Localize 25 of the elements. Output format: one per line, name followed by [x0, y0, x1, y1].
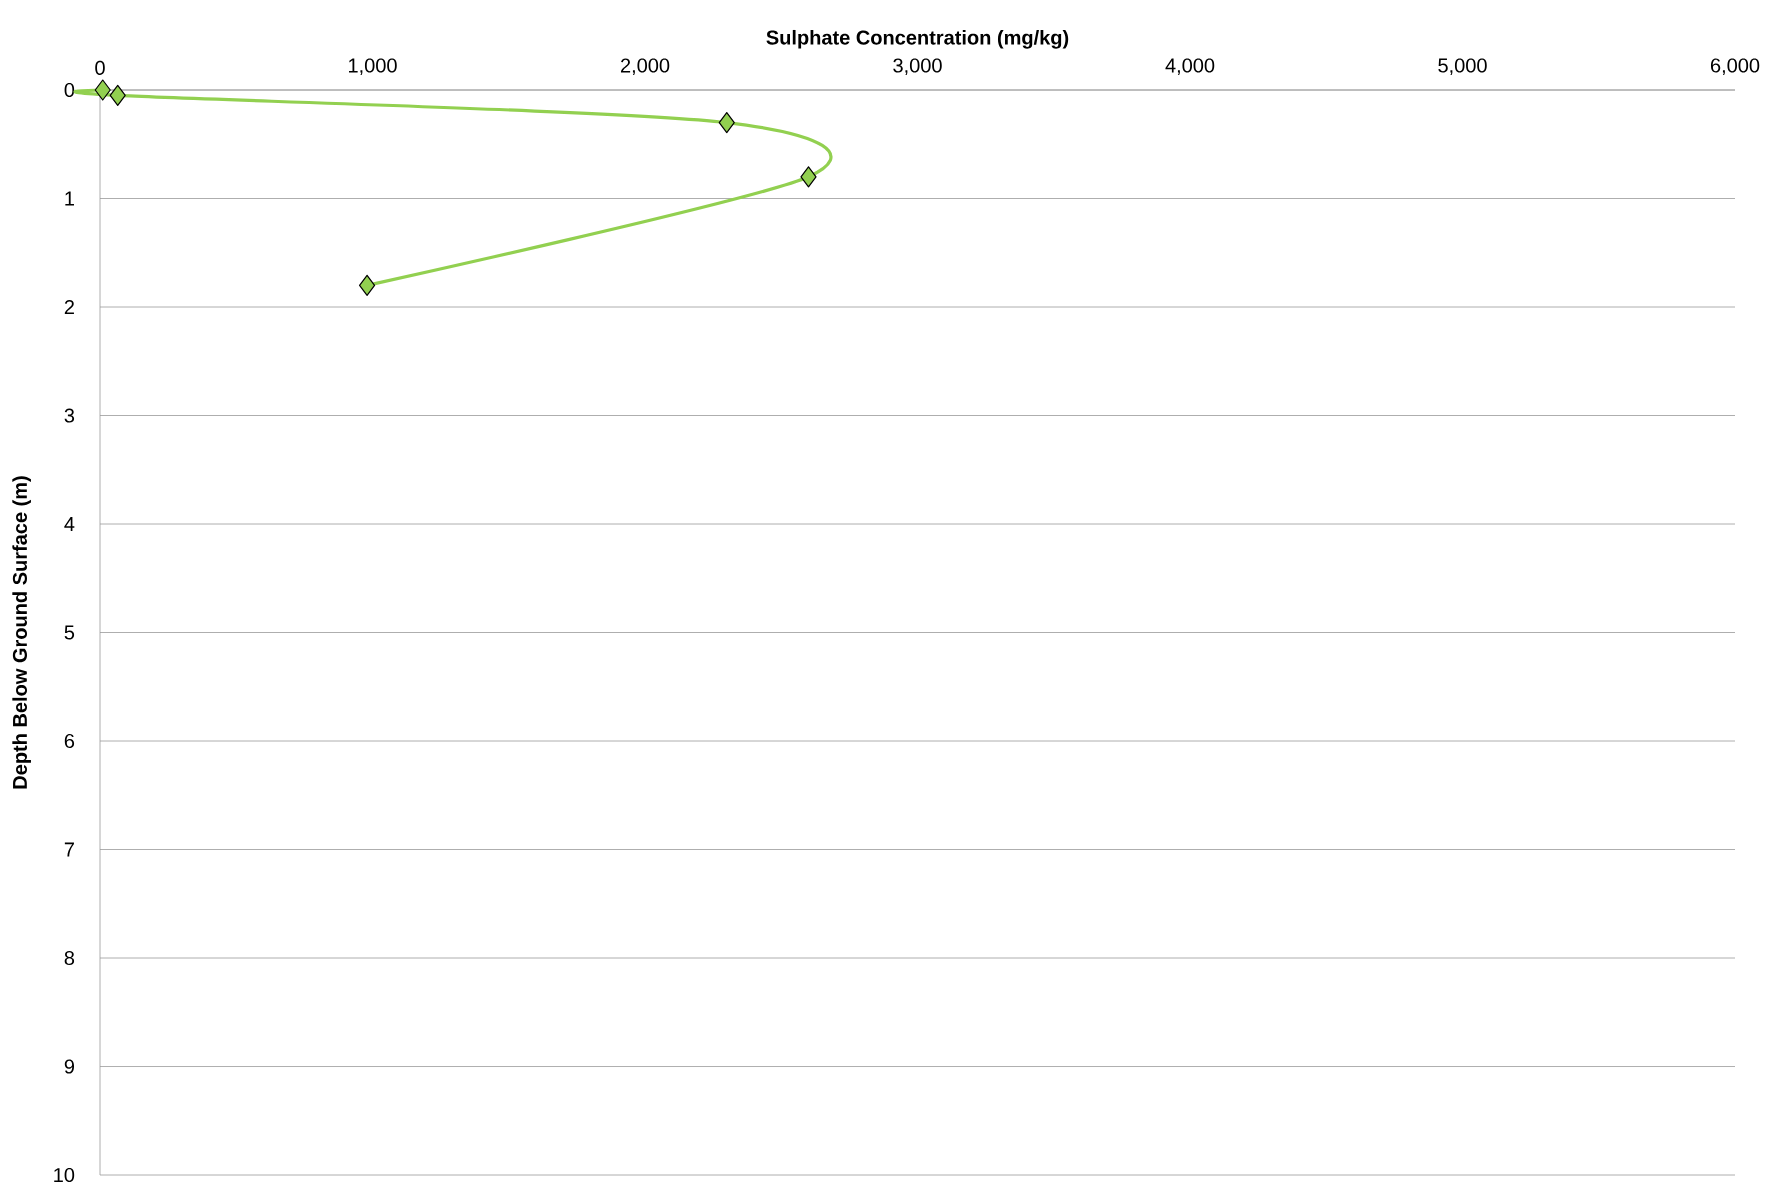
y-tick-label: 9 [64, 1059, 75, 1074]
point [109, 84, 126, 107]
y-tick-label: 3 [64, 408, 75, 423]
y-tick-label: 10 [54, 1167, 75, 1183]
point [718, 111, 735, 134]
y-tick-label: 2 [64, 300, 74, 314]
y-tick-label: 8 [64, 950, 75, 966]
point [358, 274, 376, 296]
y-tick-label: 0 [64, 82, 75, 98]
x-tick-label: 5,000 [1438, 58, 1487, 75]
x-tick-label: 3,000 [893, 58, 942, 75]
y-tick-label: 6 [64, 733, 75, 749]
y-tick-label: 7 [64, 842, 74, 857]
x-tick-label: 2,000 [620, 58, 670, 75]
x-axis-title: Sulphate Concentration (mg/kg) [766, 29, 1069, 49]
x-tick-label: 6,000 [1710, 58, 1760, 75]
x-tick-label: 1,000 [349, 58, 397, 75]
y-tick-label: 1 [65, 191, 74, 206]
y-tick-label: 4 [64, 517, 75, 531]
x-tick-label: 0 [95, 60, 105, 75]
y-axis-title: Depth Below Ground Surface (m) [12, 476, 31, 789]
point [800, 166, 817, 188]
x-tick-label: 4,000 [1165, 58, 1215, 75]
point [94, 79, 111, 101]
y-tick-label: 5 [64, 625, 75, 640]
